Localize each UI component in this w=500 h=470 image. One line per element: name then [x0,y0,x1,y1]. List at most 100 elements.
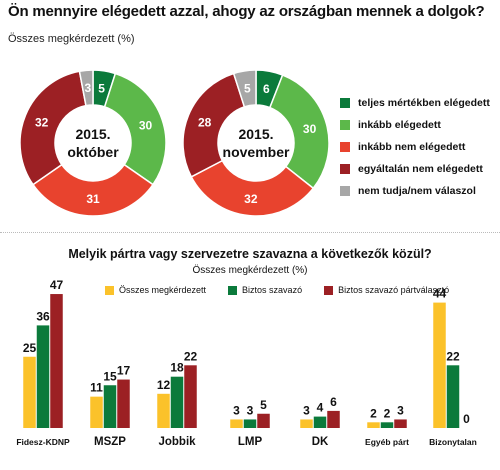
bar [50,294,63,428]
bar-category-label: Jobbik [158,436,196,448]
legend-swatch [324,285,334,295]
donut-slice [268,74,330,190]
bar-chart-title: Melyik pártra vagy szervezetre szavazna … [68,247,432,261]
legend-item-egyaltalan: egyáltalán nem elégedett [340,158,490,180]
bar-legend-item-osszes: Összes megkérdezett [105,285,206,295]
legend-swatch [340,186,350,196]
bar [394,419,407,428]
donut-value-label: 30 [303,122,317,136]
donut-legend: teljes mértékben elégedett inkább eléged… [340,92,490,202]
donut-charts: 5 30 31 32 3 2015. október 6 30 32 28 5 2015. novembe… [19,69,330,217]
donut-value-label: 5 [244,82,251,96]
bar-value-label: 17 [117,364,131,378]
legend-label: inkább nem elégedett [358,141,466,153]
chart-subtitle: Összes megkérdezett (%) [8,33,135,45]
donut-slice [190,159,315,217]
bar-value-label: 4 [317,401,324,415]
donut-slice [103,72,167,186]
bar-value-label: 22 [446,349,460,363]
legend-swatch [340,120,350,130]
bar-value-label: 3 [233,403,240,417]
donut-slice [232,69,257,108]
donut-slice [31,163,155,217]
donut-slice [78,69,94,107]
legend-swatch [228,285,238,295]
bar [367,422,380,428]
bar [327,410,340,428]
legend-label: teljes mértékben elégedett [358,97,490,109]
bar-chart-subtitle: Összes megkérdezett (%) [192,265,308,276]
bar-value-label: 5 [260,398,267,412]
bar-category-label: DK [312,436,329,448]
bar-category-label: MSZP [94,436,126,448]
bar-value-label: 44 [433,287,447,301]
section-divider [0,232,500,233]
bar-value-label: 2 [384,406,391,420]
legend-item-inkabb-nem: inkább nem elégedett [340,136,490,158]
bar-group: 25 36 47 Fidesz-KDNP [16,278,70,447]
bar-value-label: 3 [247,403,254,417]
donut-oktober: 5 30 31 32 3 2015. október [19,69,167,217]
legend-swatch [340,164,350,174]
donut-value-label: 30 [139,119,153,133]
donut-center-label: 2015. [238,126,273,142]
bar [36,325,50,428]
donut-value-label: 5 [98,82,105,96]
bar-group: 44 22 0 Bizonytalan [429,287,477,447]
legend-item-nem-tudja: nem tudja/nem válaszol [340,180,490,202]
donut-value-label: 32 [244,192,258,206]
bar-value-label: 6 [330,395,337,409]
bar-value-label: 11 [90,381,103,395]
bar-value-label: 36 [36,309,50,323]
donut-value-label: 6 [263,82,270,96]
donut-november: 6 30 32 28 5 2015. november [182,69,330,217]
bar-legend-item-partvalaszto: Biztos szavazó pártválasztó [324,285,449,295]
bar-value-label: 0 [463,412,470,426]
bar [90,396,103,428]
donut-slice [182,72,246,178]
bar [170,376,184,428]
chart-title: Ön mennyire elégedett azzal, ahogy az or… [8,3,485,20]
donut-value-label: 3 [84,81,91,95]
donut-value-label: 31 [86,192,100,206]
bar [433,302,446,428]
donut-center-label: november [223,144,290,160]
bar-value-label: 18 [170,361,184,375]
bar-value-label: 25 [23,341,37,355]
bar [157,393,170,428]
donut-value-label: 32 [35,115,49,129]
bar [23,356,36,428]
bar-value-label: 22 [184,349,198,363]
bar [230,419,243,428]
bar-category-label: Bizonytalan [429,437,477,447]
legend-label: inkább elégedett [358,119,441,131]
legend-label: Összes megkérdezett [119,285,207,295]
bar-value-label: 2 [370,406,377,420]
legend-item-inkabb: inkább elégedett [340,114,490,136]
bar-value-label: 12 [157,378,171,392]
legend-swatch [340,142,350,152]
legend-swatch [340,98,350,108]
bar-value-label: 15 [103,369,117,383]
bar-value-label: 3 [397,403,404,417]
legend-label: nem tudja/nem válaszol [358,185,476,197]
donut-slice [19,70,87,186]
bar [380,422,394,428]
bar [103,385,117,428]
donut-value-label: 28 [198,115,212,129]
bar [184,365,197,428]
bar [300,419,313,428]
bar-group: 3 4 6 DK [300,395,340,448]
donut-center-label: 2015. [75,126,110,142]
legend-label: Biztos szavazó pártválasztó [338,285,450,295]
legend-swatch [105,285,114,295]
bar-category-label: Fidesz-KDNP [16,437,70,447]
bar [313,416,327,428]
bar-category-label: Egyéb párt [365,437,409,447]
